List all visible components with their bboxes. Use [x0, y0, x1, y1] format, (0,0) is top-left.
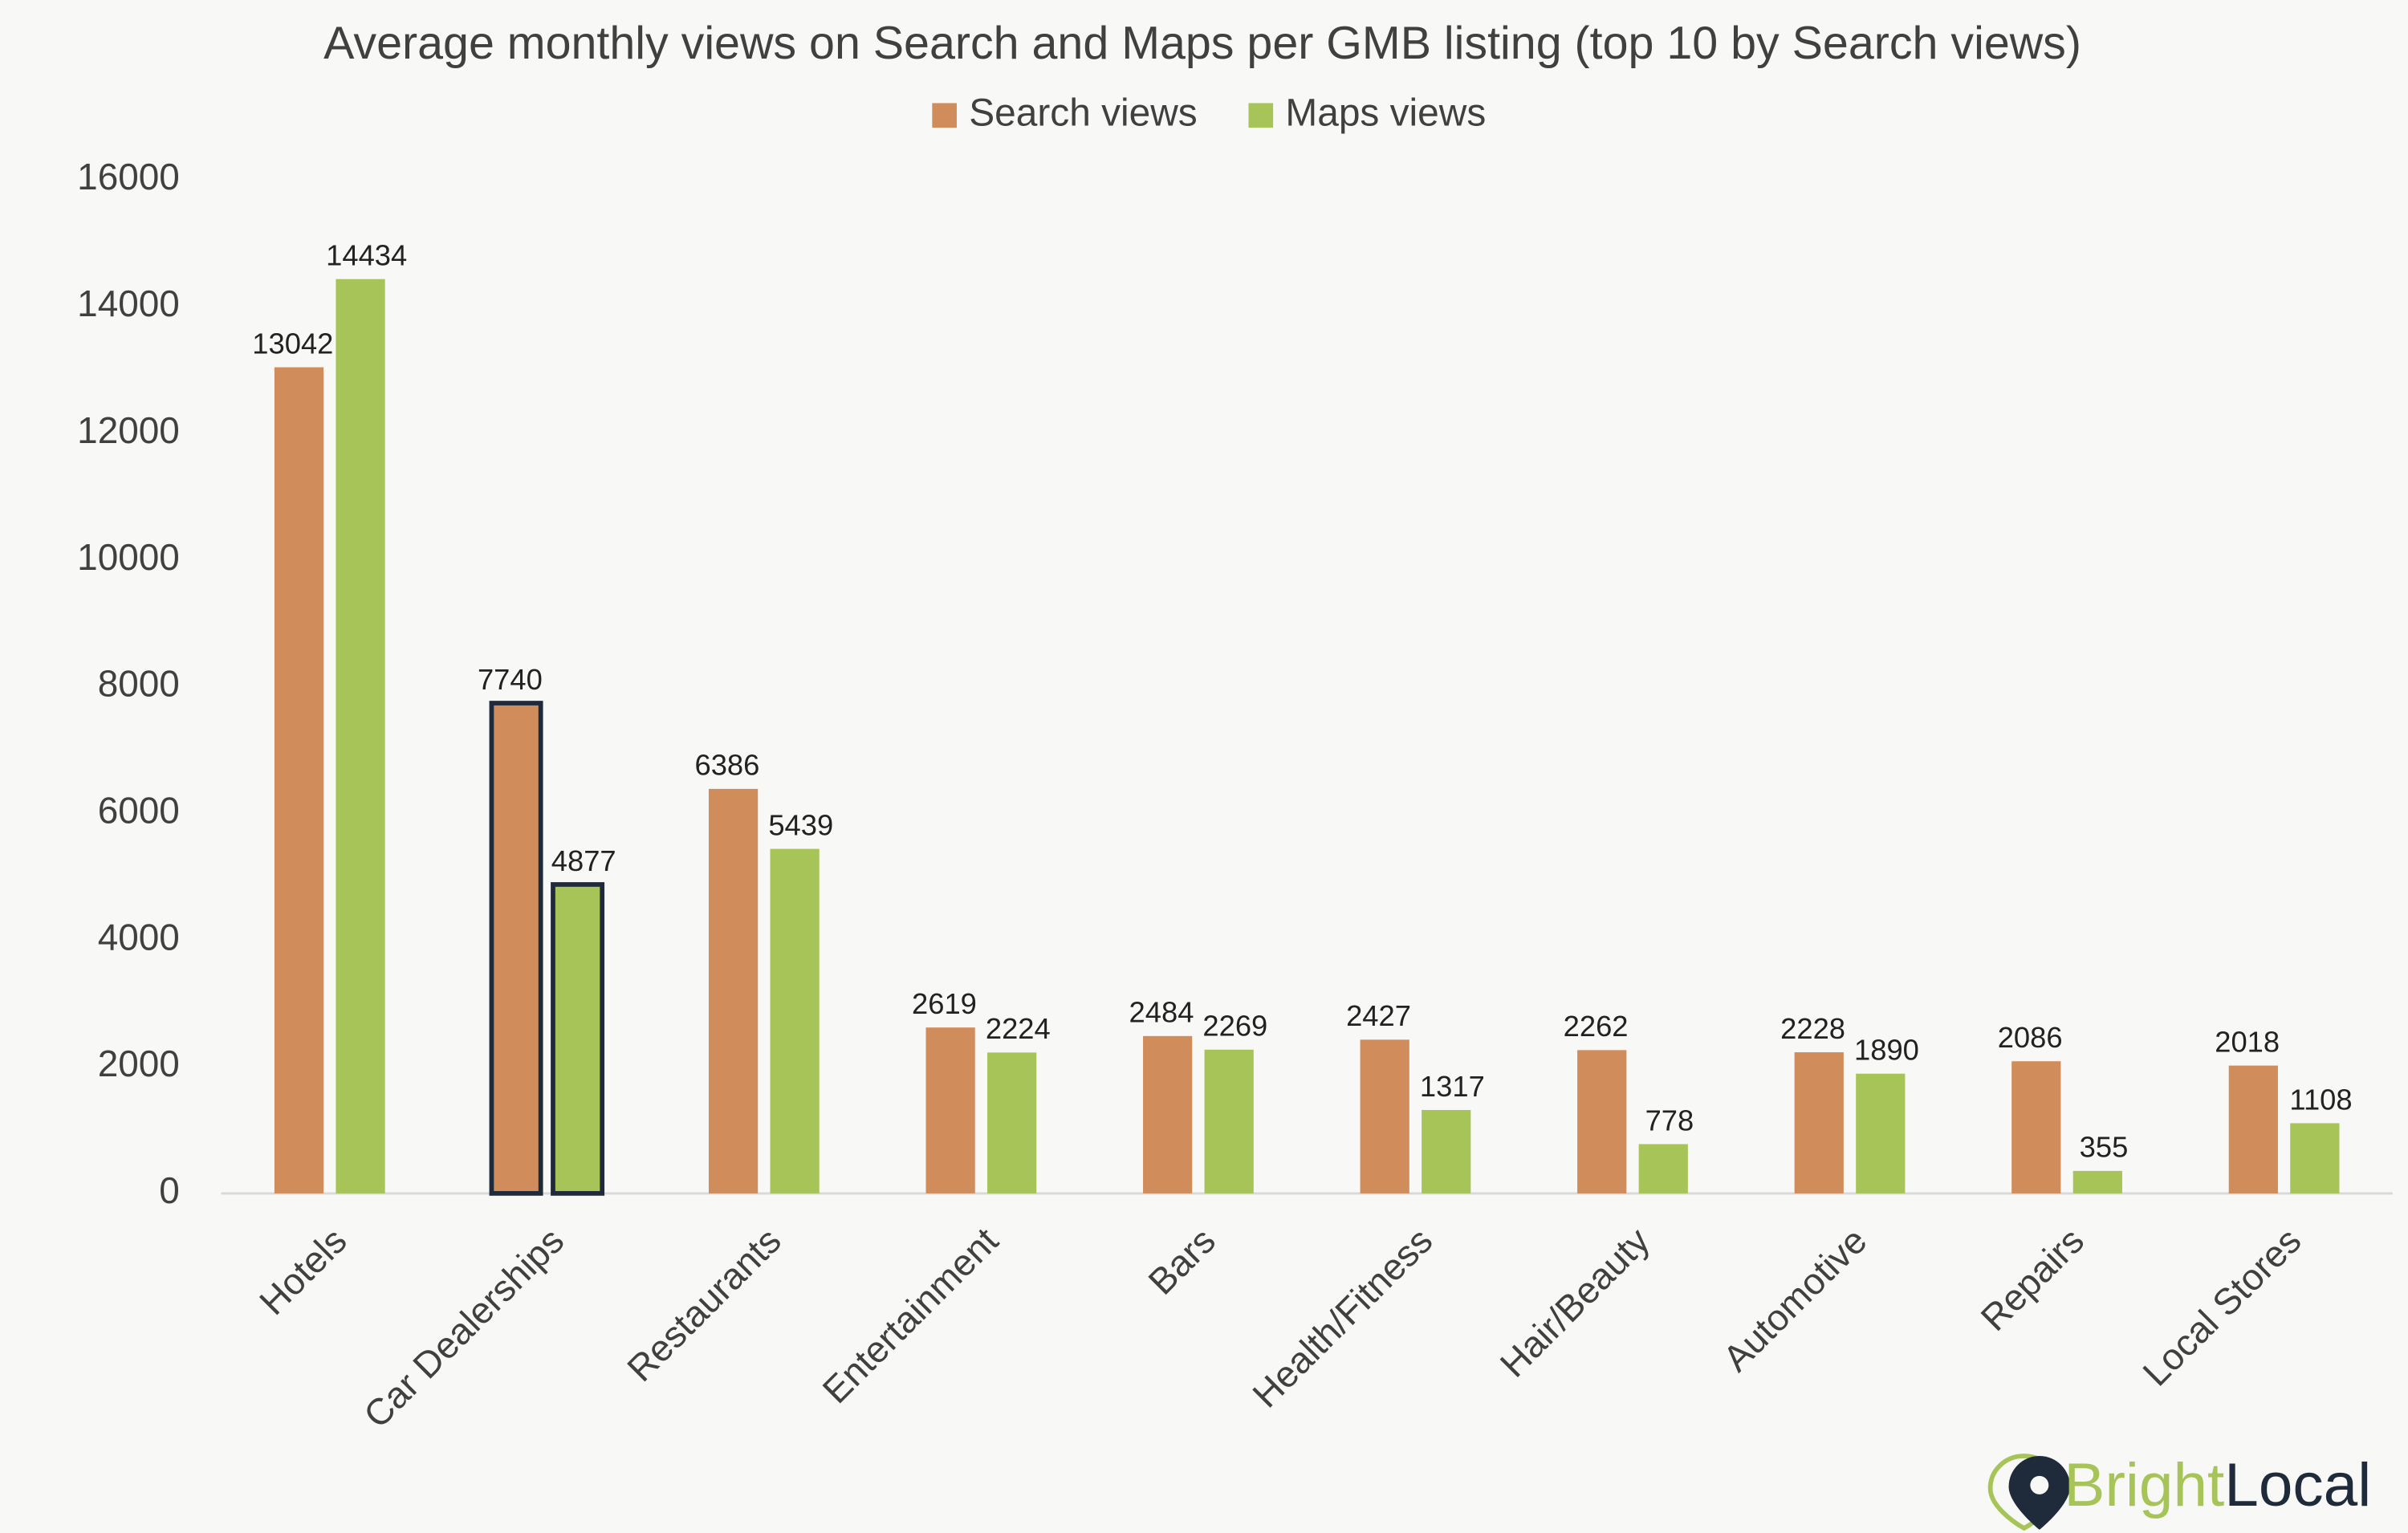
data-label: 2018 — [2215, 1025, 2280, 1058]
data-label: 14434 — [326, 239, 407, 272]
data-label: 2269 — [1202, 1010, 1267, 1043]
bar — [2072, 1170, 2122, 1193]
data-label: 2619 — [912, 987, 977, 1020]
logo-first: Bright — [2064, 1451, 2224, 1519]
bar — [1794, 1052, 1844, 1193]
data-label: 2228 — [1780, 1012, 1845, 1045]
bar — [2011, 1061, 2061, 1193]
y-tick-label: 0 — [159, 1169, 180, 1211]
bar — [770, 848, 820, 1193]
data-label: 7740 — [478, 663, 543, 696]
y-tick-label: 12000 — [77, 409, 180, 451]
bar — [1856, 1073, 1906, 1193]
y-tick-label: 8000 — [98, 663, 180, 705]
bar — [1638, 1144, 1688, 1193]
legend-label: Search views — [969, 91, 1197, 134]
y-tick-label: 16000 — [77, 156, 180, 197]
y-tick-label: 6000 — [98, 789, 180, 831]
data-label: 2086 — [1998, 1021, 2063, 1054]
data-label: 1108 — [2289, 1083, 2352, 1116]
bar — [551, 882, 605, 1196]
bar — [2228, 1065, 2278, 1193]
legend-label: Maps views — [1285, 91, 1486, 134]
logo-second: Local — [2224, 1451, 2371, 1519]
bar — [489, 701, 543, 1196]
data-label: 2427 — [1346, 999, 1411, 1032]
bar — [336, 279, 385, 1193]
bar — [708, 788, 759, 1193]
logo-pin-dot — [2030, 1475, 2049, 1494]
data-label: 778 — [1645, 1104, 1694, 1137]
bar — [1422, 1109, 1471, 1193]
data-label: 13042 — [252, 327, 333, 360]
data-label: 2484 — [1129, 996, 1194, 1029]
bar — [1143, 1035, 1193, 1193]
legend-swatch — [932, 103, 957, 128]
bar — [2290, 1123, 2340, 1193]
chart-title: Average monthly views on Search and Maps… — [323, 18, 2081, 69]
bar — [1204, 1049, 1254, 1193]
y-tick-label: 4000 — [98, 916, 180, 958]
bar — [925, 1027, 975, 1193]
logo: BrightLocal — [1987, 1451, 2371, 1531]
bar — [274, 367, 324, 1193]
data-label: 2262 — [1564, 1010, 1629, 1043]
data-label: 2224 — [986, 1012, 1051, 1045]
bar — [987, 1052, 1037, 1193]
logo-text: BrightLocal — [2064, 1451, 2371, 1519]
data-label: 6386 — [695, 749, 760, 782]
y-tick-label: 10000 — [77, 536, 180, 578]
y-tick-label: 2000 — [98, 1043, 180, 1084]
data-label: 355 — [2080, 1131, 2129, 1164]
y-tick-label: 14000 — [77, 283, 180, 324]
data-label: 1890 — [1854, 1034, 1919, 1067]
legend-swatch — [1248, 103, 1274, 128]
bar — [1577, 1050, 1627, 1193]
bar — [1360, 1039, 1409, 1193]
data-label: 4877 — [551, 844, 616, 877]
data-label: 1317 — [1420, 1070, 1485, 1103]
data-label: 5439 — [768, 808, 833, 841]
